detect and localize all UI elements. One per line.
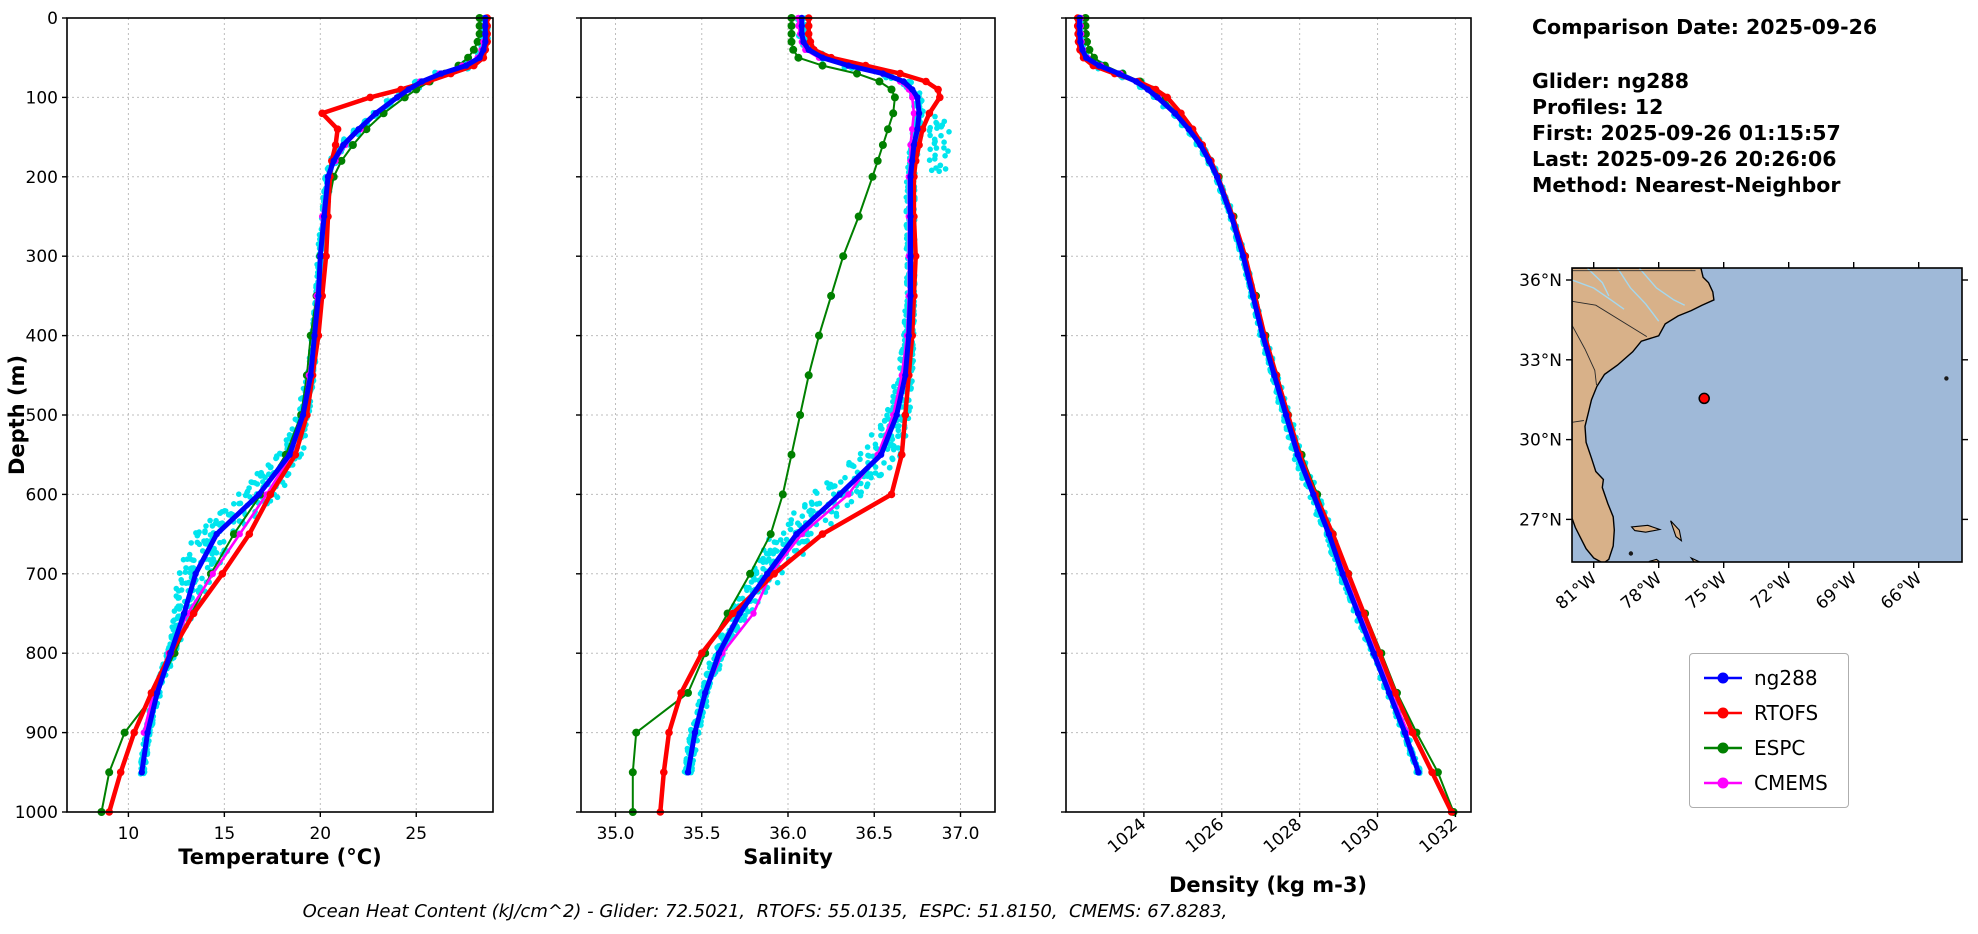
temperature-tick-label: 15 [214,824,236,844]
map-lon-tick-label: 78°W [1617,568,1666,614]
temperature-tick-label: 10 [118,824,140,844]
salinity-tick-label: 36.0 [769,824,807,844]
salinity-tick-label: 37.0 [942,824,980,844]
map-content [1572,268,1962,562]
map-river [1586,268,1610,297]
map-lon-tick-label: 66°W [1877,568,1926,614]
map-island [1630,524,1662,533]
depth-axis-label: Depth (m) [5,355,29,475]
series-ng288 [684,14,923,776]
depth-tick-label: 900 [26,724,58,744]
map-island-bermuda [1944,376,1949,381]
salinity-tick-label: 36.5 [855,824,893,844]
depth-tick-label: 600 [26,485,58,505]
legend: ng288 RTOFS ESPC CMEMS [1689,653,1849,808]
legend-label-CMEMS: CMEMS [1754,771,1828,795]
density-axis-label: Density (kg m-3) [1169,873,1367,897]
map-river [1572,279,1625,310]
map-lat-tick-label: 30°N [1519,431,1562,451]
info-panel: Comparison Date: 2025-09-26 Glider: ng28… [1532,14,1877,198]
temperature-grid [67,17,493,813]
map-island [1689,556,1701,562]
salinity-grid [581,17,995,813]
glider-observations-scatter [1075,15,1423,776]
legend-item-ng288: ng288 [1703,666,1828,690]
last-profile-time-text: Last: 2025-09-26 20:26:06 [1532,147,1837,171]
map-river [1638,268,1686,306]
map-island-bimini [1628,551,1634,556]
location-map: 36°N 33°N 30°N 27°N 81°W 78°W 75°W 72°W 69°W 66°W [1519,262,1968,614]
temperature-axis-label: Temperature (°C) [178,845,381,869]
depth-tick-label: 1000 [15,803,58,823]
depth-tick-label: 200 [26,168,58,188]
density-grid [1066,17,1471,813]
glider-name-text: Glider: ng288 [1532,69,1689,93]
depth-tick-label: 300 [26,247,58,267]
map-lon-tick-label: 81°W [1552,568,1601,614]
depth-tick-label: 100 [26,88,58,108]
comparison-date-text: Comparison Date: 2025-09-26 [1532,15,1878,39]
legend-label-ESPC: ESPC [1754,736,1806,760]
dynamic-layer: 10 15 20 25 0 100 200 300 400 500 600 700 800 900 1000… [15,9,1968,858]
density-tick-label: 1026 [1182,815,1228,858]
series-CMEMS [691,14,918,736]
method-text: Method: Nearest-Neighbor [1532,173,1841,197]
map-state-border [1572,300,1648,337]
legend-item-RTOFS: RTOFS [1703,701,1828,725]
legend-marker-ESPC [1704,742,1742,754]
series-ESPC [628,14,899,816]
density-plot: 1024 1026 1028 1030 1032 [1061,14,1472,858]
legend-item-CMEMS: CMEMS [1703,771,1828,795]
depth-tick-label: 0 [47,9,58,29]
map-lon-tick-label: 69°W [1812,568,1861,614]
legend-label-RTOFS: RTOFS [1754,701,1819,725]
density-tick-label: 1024 [1104,815,1150,858]
map-lon-tick-label: 75°W [1682,568,1731,614]
density-tick-label: 1028 [1260,815,1306,858]
depth-tick-label: 500 [26,406,58,426]
density-tick-label: 1032 [1416,815,1462,858]
map-land [1572,268,1715,562]
map-river [1616,268,1660,322]
temperature-tick-label: 25 [405,824,427,844]
depth-tick-label: 700 [26,565,58,585]
legend-item-ESPC: ESPC [1703,736,1828,760]
salinity-axis-label: Salinity [743,845,833,869]
series-ng288 [1076,14,1422,776]
temperature-tick-label: 20 [309,824,331,844]
map-lon-tick-label: 72°W [1747,568,1796,614]
map-state-border [1572,420,1584,423]
density-tick-label: 1030 [1338,815,1384,858]
map-lat-tick-label: 36°N [1519,271,1562,291]
salinity-tick-label: 35.0 [597,824,635,844]
depth-tick-label: 400 [26,327,58,347]
salinity-plot: 35.0 35.5 36.0 36.5 37.0 [576,14,996,844]
temperature-plot: 10 15 20 25 0 100 200 300 400 500 600 700 800 900 1000 [15,9,494,844]
first-profile-time-text: First: 2025-09-26 01:15:57 [1532,121,1841,145]
profiles-count-text: Profiles: 12 [1532,95,1664,119]
legend-marker-RTOFS [1704,707,1742,719]
legend-marker-ng288 [1704,672,1742,684]
depth-tick-label: 800 [26,644,58,664]
map-lat-tick-label: 27°N [1519,510,1562,530]
series-ng288 [138,14,489,776]
map-frame [1571,267,1963,563]
legend-marker-CMEMS [1704,777,1742,789]
map-lat-tick-label: 33°N [1519,351,1562,371]
glider-observations-scatter [137,15,491,777]
glider-location-marker [1698,392,1710,405]
series-RTOFS [656,14,944,816]
ohc-caption: Ocean Heat Content (kJ/cm^2) - Glider: 7… [302,901,1228,922]
map-state-border [1572,324,1597,386]
salinity-tick-label: 35.5 [683,824,721,844]
legend-label-ng288: ng288 [1754,666,1818,690]
map-island [1670,520,1683,542]
info-gap [1532,40,1877,68]
